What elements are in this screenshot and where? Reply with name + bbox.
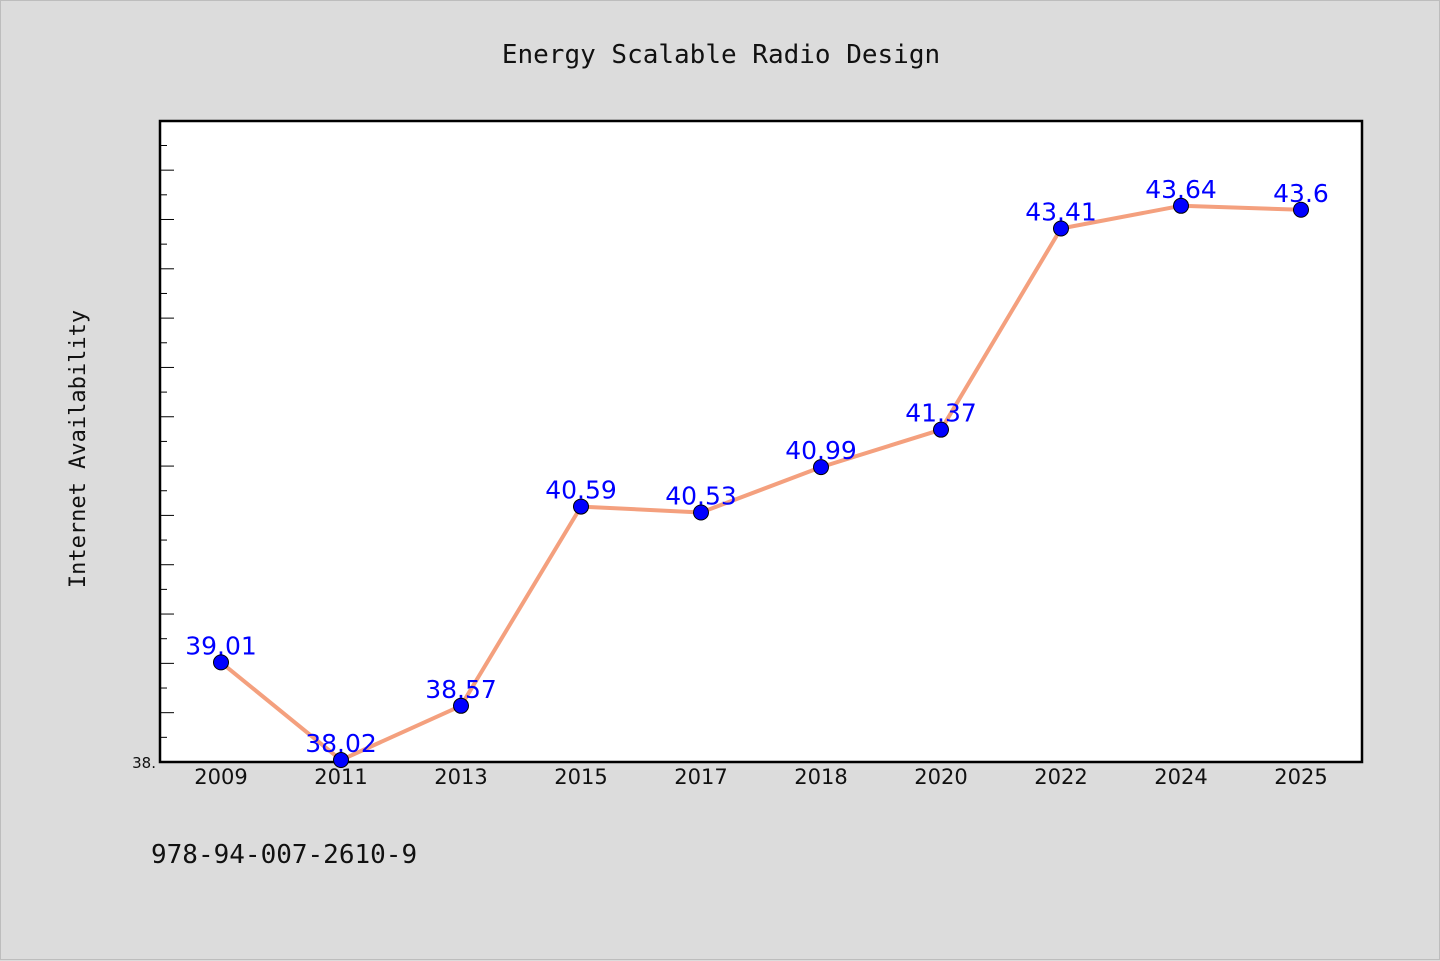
y-axis-ticks <box>160 145 174 738</box>
data-label: 41.37 <box>905 399 977 428</box>
data-label: 40.53 <box>665 482 737 511</box>
data-point <box>573 498 589 515</box>
data-label: 38.02 <box>305 729 377 758</box>
x-tick-label: 2025 <box>1274 765 1327 789</box>
data-label: 40.59 <box>545 476 617 505</box>
data-label: 40.99 <box>785 436 857 465</box>
series-line <box>219 203 1302 763</box>
x-axis-ticks: 2009 2011 2013 2015 2017 2018 2020 2022 2024 2025 <box>194 765 1327 789</box>
x-tick-label: 2015 <box>554 765 607 789</box>
x-tick-label: 2022 <box>1034 765 1087 789</box>
data-point <box>1173 197 1189 214</box>
data-point <box>213 654 229 671</box>
x-tick-label: 2018 <box>794 765 847 789</box>
data-label: 43.6 <box>1273 179 1329 208</box>
x-tick-label: 2011 <box>314 765 367 789</box>
data-label: 38.57 <box>425 675 497 704</box>
data-label: 43.41 <box>1025 197 1097 226</box>
data-point <box>333 752 349 769</box>
x-tick-label: 2013 <box>434 765 487 789</box>
series-layer: 39.01 38.02 38.57 40.59 40.53 40.99 41.37 43.41… <box>185 175 1329 769</box>
data-label: 43.64 <box>1145 175 1217 204</box>
data-point <box>693 504 709 521</box>
data-point <box>813 459 829 476</box>
data-label: 39.01 <box>185 631 257 660</box>
chart-title: Energy Scalable Radio Design <box>502 40 940 70</box>
y-axis-label: Internet Availability <box>66 310 91 588</box>
x-tick-label: 2020 <box>914 765 967 789</box>
data-point <box>1293 201 1309 218</box>
plot-area <box>158 119 1364 764</box>
x-tick-label: 2017 <box>674 765 727 789</box>
x-tick-label: 2024 <box>1154 765 1207 789</box>
x-tick-label: 2009 <box>194 765 247 789</box>
data-point <box>933 421 949 438</box>
y-axis-min-label: 38. <box>132 754 156 772</box>
data-point <box>1053 220 1069 237</box>
data-point <box>453 697 469 714</box>
isbn-text: 978-94-007-2610-9 <box>151 840 417 870</box>
